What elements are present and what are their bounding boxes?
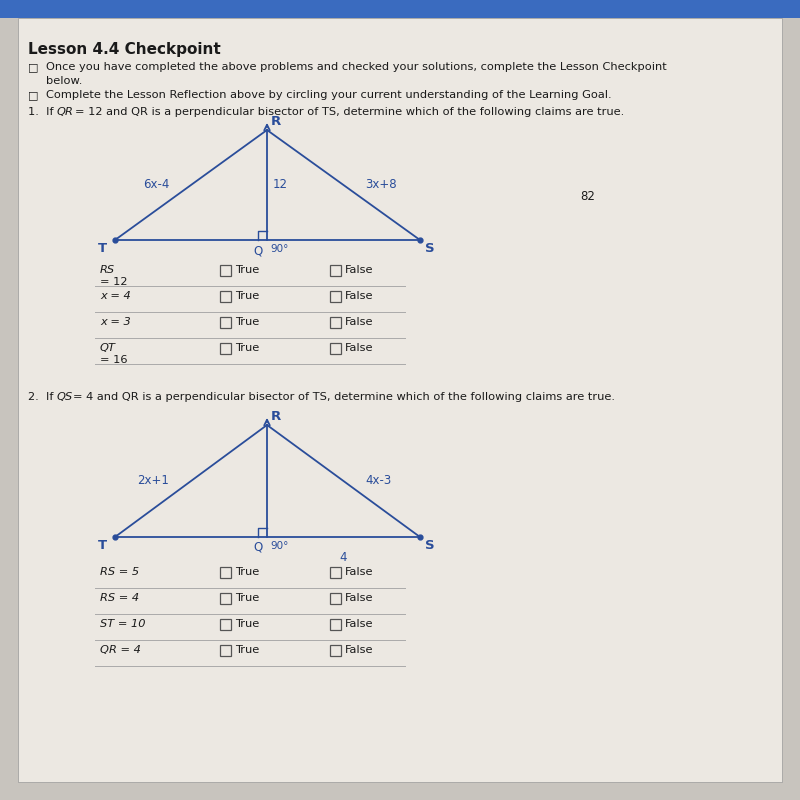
Text: True: True xyxy=(235,343,259,353)
Text: S: S xyxy=(425,242,434,255)
Text: 4: 4 xyxy=(340,551,347,564)
Text: False: False xyxy=(345,291,374,301)
Text: QR = 4: QR = 4 xyxy=(100,645,141,655)
Text: RS = 4: RS = 4 xyxy=(100,593,139,603)
Text: □: □ xyxy=(28,90,38,100)
Bar xyxy=(330,317,341,328)
Text: R: R xyxy=(271,115,282,128)
Text: QS: QS xyxy=(57,392,74,402)
Text: False: False xyxy=(345,645,374,655)
Bar xyxy=(220,593,231,604)
Text: QR: QR xyxy=(57,107,74,117)
Text: True: True xyxy=(235,317,259,327)
Text: True: True xyxy=(235,593,259,603)
Text: = 12 and QR is a perpendicular bisector of TS, determine which of the following : = 12 and QR is a perpendicular bisector … xyxy=(75,107,624,117)
Bar xyxy=(220,265,231,276)
Text: x = 3: x = 3 xyxy=(100,317,130,327)
Text: Complete the Lesson Reflection above by circling your current understanding of t: Complete the Lesson Reflection above by … xyxy=(46,90,612,100)
Text: False: False xyxy=(345,343,374,353)
Text: False: False xyxy=(345,567,374,577)
Text: ST = 10: ST = 10 xyxy=(100,619,146,629)
Bar xyxy=(330,567,341,578)
Text: Lesson 4.4 Checkpoint: Lesson 4.4 Checkpoint xyxy=(28,42,221,57)
Text: Q: Q xyxy=(254,244,263,257)
Text: False: False xyxy=(345,265,374,275)
Text: False: False xyxy=(345,619,374,629)
Text: Q: Q xyxy=(254,541,263,554)
Text: True: True xyxy=(235,619,259,629)
Text: False: False xyxy=(345,317,374,327)
Text: 2.  If: 2. If xyxy=(28,392,54,402)
Text: 90°: 90° xyxy=(270,541,288,551)
Text: x = 4: x = 4 xyxy=(100,291,130,301)
Text: □: □ xyxy=(28,62,38,72)
Bar xyxy=(330,645,341,656)
Text: = 16: = 16 xyxy=(100,355,127,365)
Bar xyxy=(330,265,341,276)
Text: R: R xyxy=(271,410,282,423)
Text: T: T xyxy=(98,242,107,255)
Text: True: True xyxy=(235,567,259,577)
Text: 82: 82 xyxy=(580,190,595,203)
Text: 2x+1: 2x+1 xyxy=(137,474,169,487)
Bar xyxy=(220,567,231,578)
Bar xyxy=(220,619,231,630)
Text: True: True xyxy=(235,291,259,301)
Bar xyxy=(330,343,341,354)
Text: 3x+8: 3x+8 xyxy=(366,178,397,191)
Text: QT: QT xyxy=(100,343,116,353)
Text: RS = 5: RS = 5 xyxy=(100,567,139,577)
Text: True: True xyxy=(235,645,259,655)
Text: below.: below. xyxy=(46,76,82,86)
Bar xyxy=(330,291,341,302)
Bar xyxy=(220,645,231,656)
Text: 6x-4: 6x-4 xyxy=(142,178,169,191)
Text: 90°: 90° xyxy=(270,244,288,254)
Text: S: S xyxy=(425,539,434,552)
Bar xyxy=(220,343,231,354)
Text: = 12: = 12 xyxy=(100,277,127,287)
Text: 12: 12 xyxy=(273,178,288,191)
Bar xyxy=(0,0,800,18)
Text: = 4 and QR is a perpendicular bisector of TS, determine which of the following c: = 4 and QR is a perpendicular bisector o… xyxy=(73,392,615,402)
Bar xyxy=(220,317,231,328)
Text: 1.  If: 1. If xyxy=(28,107,54,117)
Bar xyxy=(330,593,341,604)
Text: T: T xyxy=(98,539,107,552)
Text: True: True xyxy=(235,265,259,275)
Text: False: False xyxy=(345,593,374,603)
Text: RS: RS xyxy=(100,265,115,275)
Text: 4x-3: 4x-3 xyxy=(366,474,392,487)
Bar xyxy=(220,291,231,302)
Bar xyxy=(330,619,341,630)
Text: Once you have completed the above problems and checked your solutions, complete : Once you have completed the above proble… xyxy=(46,62,666,72)
